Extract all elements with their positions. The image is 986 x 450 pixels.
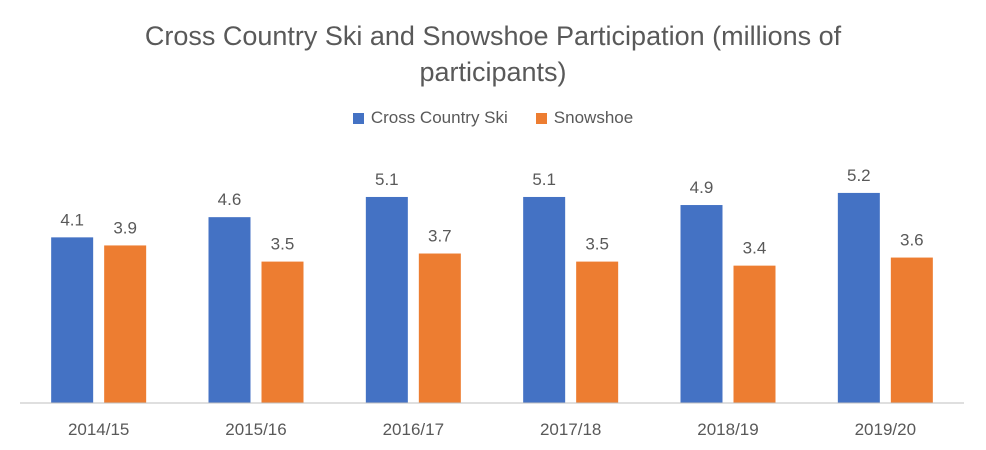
x-tick-label-2015-16: 2015/16 bbox=[225, 420, 286, 439]
legend-label-series-1: Cross Country Ski bbox=[370, 108, 508, 127]
data-label-series-1-2015-16: 4.6 bbox=[218, 190, 242, 209]
bar-series-2-2017-18 bbox=[576, 261, 619, 403]
legend-swatch-series-1 bbox=[352, 112, 364, 124]
x-tick-label-2016-17: 2016/17 bbox=[383, 420, 444, 439]
bar-series-1-2018-19 bbox=[680, 205, 723, 403]
bar-series-1-2019-20 bbox=[837, 192, 880, 403]
data-label-series-2-2017-18: 3.5 bbox=[585, 235, 609, 254]
legend-label-series-2: Snowshoe bbox=[553, 108, 634, 127]
data-label-series-2-2016-17: 3.7 bbox=[428, 227, 452, 246]
data-label-series-1-2017-18: 5.1 bbox=[532, 170, 556, 189]
data-label-series-1-2016-17: 5.1 bbox=[375, 170, 399, 189]
data-label-series-2-2015-16: 3.5 bbox=[271, 235, 295, 254]
data-label-series-1-2018-19: 4.9 bbox=[690, 178, 714, 197]
bar-series-1-2015-16 bbox=[208, 217, 251, 403]
bar-series-2-2018-19 bbox=[733, 265, 776, 403]
bar-series-1-2016-17 bbox=[365, 196, 408, 403]
chart-legend: Cross Country Ski Snowshoe bbox=[0, 108, 986, 128]
data-label-series-2-2014-15: 3.9 bbox=[113, 218, 137, 237]
data-label-series-1-2019-20: 5.2 bbox=[847, 166, 871, 185]
data-label-series-2-2018-19: 3.4 bbox=[743, 239, 767, 258]
x-tick-label-2019-20: 2019/20 bbox=[855, 420, 916, 439]
bar-series-1-2017-18 bbox=[523, 196, 566, 403]
legend-entry-series-2: Snowshoe bbox=[535, 108, 634, 128]
bar-series-2-2019-20 bbox=[890, 257, 933, 403]
bar-series-1-2014-15 bbox=[51, 237, 94, 403]
bar-series-2-2014-15 bbox=[104, 245, 147, 403]
data-label-series-2-2019-20: 3.6 bbox=[900, 231, 924, 250]
data-label-series-1-2014-15: 4.1 bbox=[60, 210, 84, 229]
x-tick-label-2018-19: 2018/19 bbox=[697, 420, 758, 439]
x-tick-label-2014-15: 2014/15 bbox=[68, 420, 129, 439]
legend-entry-series-1: Cross Country Ski bbox=[352, 108, 508, 128]
x-tick-label-2017-18: 2017/18 bbox=[540, 420, 601, 439]
bar-series-2-2016-17 bbox=[418, 253, 461, 403]
chart-title: Cross Country Ski and Snowshoe Participa… bbox=[144, 21, 842, 87]
legend-swatch-series-2 bbox=[535, 112, 547, 124]
bar-series-2-2015-16 bbox=[261, 261, 304, 403]
